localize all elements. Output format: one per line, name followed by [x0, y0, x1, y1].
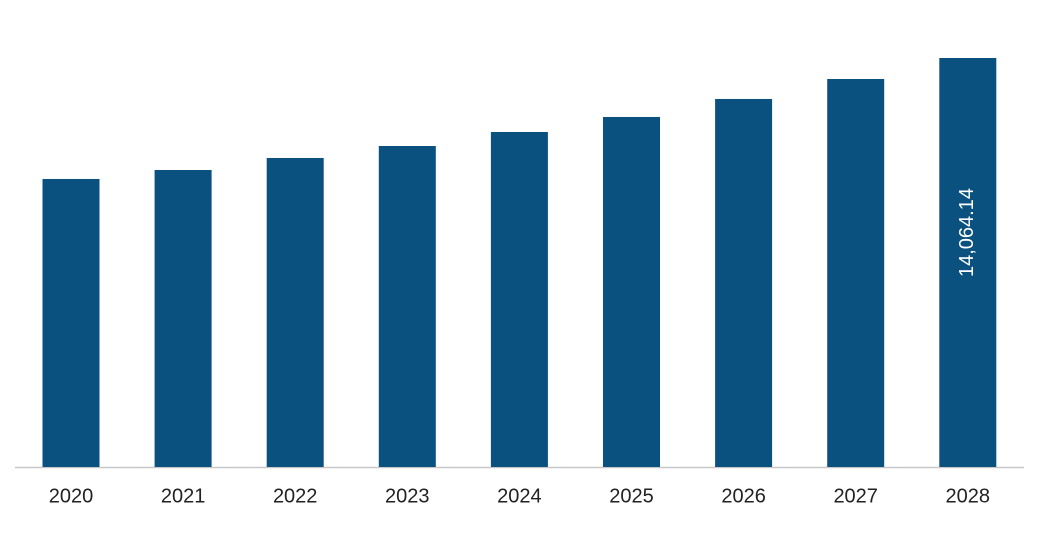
- bar: [154, 169, 212, 467]
- x-tick-label: 2024: [497, 485, 542, 507]
- x-tick-label: 2026: [721, 485, 766, 507]
- bar: [266, 157, 324, 467]
- x-tick-label: 2027: [833, 485, 878, 507]
- bar: [827, 79, 885, 467]
- x-tick-label: 2025: [609, 485, 654, 507]
- bar: [603, 116, 660, 468]
- bar: [715, 98, 773, 467]
- bar: [490, 131, 548, 467]
- x-tick-label: 2023: [385, 485, 430, 507]
- x-tick-label: 2028: [946, 485, 991, 507]
- x-tick-label: 2022: [273, 485, 318, 507]
- data-label: 14,064.14: [956, 188, 978, 277]
- bar: [378, 146, 436, 467]
- x-tick-label: 2021: [161, 485, 206, 507]
- x-tick-label: 2020: [49, 485, 94, 507]
- bar: [939, 58, 997, 467]
- bar: [42, 178, 100, 467]
